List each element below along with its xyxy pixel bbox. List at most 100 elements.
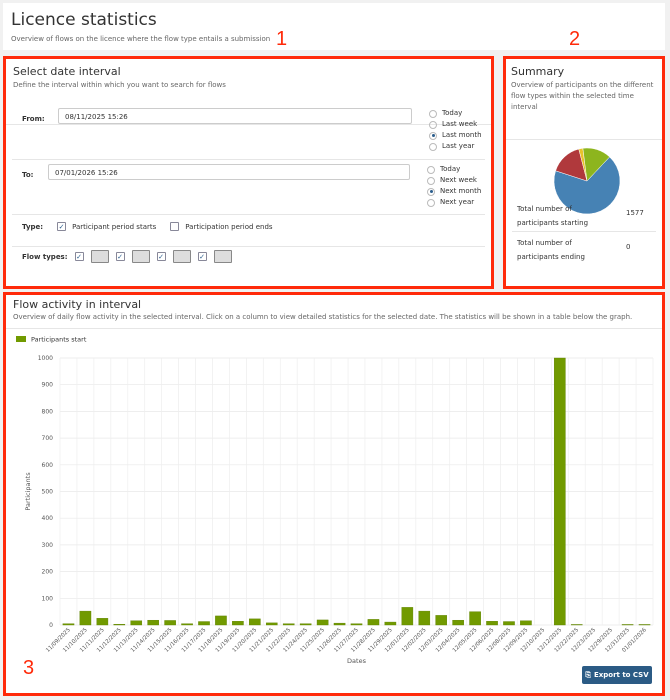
divider [6,124,491,125]
to-date-input[interactable]: 07/01/2026 15:26 [48,164,410,180]
y-tick-label: 500 [42,489,54,496]
option-label: Today [442,109,463,117]
radio-icon[interactable] [427,176,435,185]
legend-label: Participants start [31,336,87,344]
radio-icon[interactable] [427,165,435,174]
option-label: Next week [440,176,477,184]
to-option-next-month[interactable]: Next month [427,186,481,197]
bar[interactable] [181,623,193,626]
pie-slice[interactable] [553,156,621,215]
bar[interactable] [62,623,75,626]
from-option-last-year[interactable]: Last year [429,141,482,152]
from-option-last-week[interactable]: Last week [429,119,482,130]
bar[interactable] [147,619,159,626]
divider [512,231,656,232]
bar[interactable] [401,607,414,626]
bar[interactable] [96,618,109,626]
bar[interactable] [638,624,651,626]
export-icon: ⎘ [585,670,591,679]
bar[interactable] [164,620,176,626]
bar[interactable] [384,621,397,626]
bar[interactable] [570,624,583,626]
bar[interactable] [130,620,143,626]
flow-activity-bar-chart[interactable]: Participants start 0 100 200 300 400 500 600 700… [6,329,662,669]
page-subtitle: Overview of flows on the licence where t… [11,35,271,43]
flow-type-checkbox[interactable]: ✓ [197,252,207,261]
radio-icon[interactable] [429,142,437,151]
flow-type-checkbox[interactable]: ✓ [74,252,84,261]
bar[interactable] [282,623,295,626]
flow-type-checkbox[interactable]: ✓ [156,252,166,261]
to-option-next-year[interactable]: Next year [427,197,481,208]
person-flow-icon [131,250,150,263]
from-option-last-month[interactable]: Last month [429,130,482,141]
from-date-input[interactable]: 08/11/2025 15:26 [58,108,412,124]
header-panel: Licence statistics Overview of flows on … [3,3,665,50]
divider [12,214,485,215]
flow-types-label: Flow types: [22,252,68,261]
bar[interactable] [333,622,346,626]
pie-slice[interactable] [582,147,610,182]
participant-starts-label: Participant period starts [72,222,157,231]
to-quick-options: Today Next week Next month Next year [427,164,481,208]
to-option-today[interactable]: Today [427,164,481,175]
option-label: Last week [442,120,478,128]
participation-ends-checkbox[interactable] [170,222,180,231]
bar[interactable] [198,621,210,626]
radio-icon[interactable] [427,187,435,196]
bar[interactable] [316,619,329,626]
x-axis-label: Dates [347,657,367,665]
y-tick-label: 1000 [38,355,53,362]
activity-subtitle: Overview of daily flow activity in the s… [13,313,633,321]
document-flow-icon [172,250,191,263]
summary-pie-chart[interactable] [547,141,627,221]
from-quick-options: Today Last week Last month Last year [429,108,482,152]
annotation-1: 1 [276,28,288,50]
bar[interactable] [503,621,515,626]
grid-flow-icon [213,250,232,263]
y-tick-label: 300 [42,542,54,549]
bar[interactable] [113,623,126,626]
from-option-today[interactable]: Today [429,108,482,119]
radio-icon[interactable] [429,131,437,140]
bar[interactable] [435,615,448,626]
bar[interactable] [520,620,532,626]
bar[interactable] [621,624,634,626]
bar[interactable] [350,623,363,626]
summary-starting-label: Total number of participants starting [517,205,589,227]
to-label: To: [22,171,34,179]
y-tick-label: 900 [42,382,54,389]
export-csv-button[interactable]: ⎘ Export to CSV [582,666,652,684]
bar[interactable] [249,618,261,626]
bar[interactable] [452,619,464,626]
radio-icon[interactable] [427,198,435,207]
bar[interactable] [232,621,244,626]
date-interval-title: Select date interval [13,65,121,78]
legend-swatch [16,336,26,342]
participant-starts-checkbox[interactable]: ✓ [57,222,67,231]
summary-title: Summary [511,65,565,78]
option-label: Last month [442,131,482,139]
bar[interactable] [469,611,481,626]
option-label: Next year [440,198,475,206]
y-tick-label: 700 [42,435,54,442]
flow-type-checkbox[interactable]: ✓ [115,252,125,261]
radio-icon[interactable] [429,109,437,118]
bar[interactable] [486,621,498,626]
from-label: From: [22,115,45,123]
bar[interactable] [554,357,566,626]
bar[interactable] [367,619,380,626]
bar[interactable] [265,622,278,626]
page-title: Licence statistics [11,10,157,30]
y-tick-label: 200 [42,569,54,576]
bar[interactable] [299,623,312,626]
bar[interactable] [79,610,92,626]
bar[interactable] [418,610,431,626]
summary-ending-value: 0 [626,243,631,251]
annotation-3: 3 [23,657,35,679]
to-option-next-week[interactable]: Next week [427,175,481,186]
y-tick-label: 400 [42,515,54,522]
radio-icon[interactable] [429,120,437,129]
export-label: Export to CSV [593,671,649,679]
bar[interactable] [215,615,227,626]
